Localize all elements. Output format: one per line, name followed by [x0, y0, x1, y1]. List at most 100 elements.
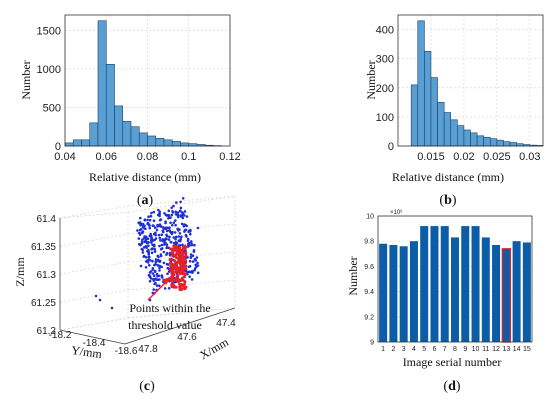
panel-c-threshold-point — [183, 244, 187, 248]
panel-c-zgrid — [59, 205, 129, 219]
panel-c-point — [165, 244, 169, 247]
panel-c-point — [153, 243, 156, 247]
panel-c-threshold-point — [178, 288, 182, 292]
panel-c-point — [165, 233, 168, 237]
panel-c-point — [165, 246, 168, 250]
panel-c-point — [188, 275, 191, 279]
panel-c-point — [149, 214, 153, 218]
panel-c-point — [152, 210, 156, 214]
panel-a-bar — [130, 126, 140, 147]
panel-c-point — [144, 266, 148, 269]
panel-d-axes-frame — [377, 215, 533, 343]
panel-c-threshold-point — [178, 256, 182, 260]
panel-c-point — [168, 226, 171, 229]
panel-c-point — [196, 226, 200, 230]
panel-d-bar — [450, 237, 460, 342]
panel-c-threshold-point — [171, 278, 175, 282]
panel-b-bar — [463, 129, 471, 147]
panel-c-point — [185, 215, 189, 218]
panel-c-zlabel: Z/mm — [13, 257, 27, 287]
panel-c-threshold-point — [181, 262, 185, 266]
panel-c-point — [194, 259, 198, 262]
panel-c-point — [139, 243, 142, 247]
panel-c-threshold-point — [181, 272, 185, 276]
panel-c-point — [98, 298, 102, 302]
panel-d-bar — [409, 241, 418, 342]
panel-b-bar — [483, 136, 491, 147]
panel-c-threshold-point — [177, 259, 181, 263]
panel-c-ztick-label: 61.35 — [31, 242, 56, 253]
panel-c-point — [189, 232, 192, 236]
panel-c-point — [176, 228, 180, 232]
panel-c-label: (c) — [139, 379, 155, 394]
panel-b-ytick-label: 0 — [388, 141, 394, 153]
panel-c-threshold-point — [173, 259, 177, 263]
panel-c-point — [187, 245, 190, 248]
panel-b-xtick-label: 0.02 — [453, 151, 474, 163]
panel-c-point — [188, 259, 192, 263]
panel-c-threshold-point — [170, 267, 174, 271]
panel-c-point — [174, 223, 177, 227]
panel-c-point — [144, 255, 148, 259]
panel-c-point — [150, 211, 153, 215]
panel-c-point — [193, 243, 196, 247]
panel-c-zgrid — [127, 223, 236, 235]
panel-c-point — [145, 241, 149, 244]
panel-c-point — [180, 211, 184, 214]
panel-c-ylabel: Y/mm — [70, 343, 103, 361]
panel-c-xlabel: X/mm — [197, 334, 231, 362]
panel-c-threshold-point — [180, 251, 184, 254]
panel-b-bar — [503, 141, 511, 147]
panel-c-point — [151, 268, 155, 271]
panel-a-bar — [147, 135, 157, 147]
panel-c-threshold-point — [184, 251, 188, 255]
panel-c-point — [110, 306, 114, 310]
panel-c-point — [164, 213, 168, 217]
panel-c-point — [168, 235, 171, 239]
panel-c-point — [148, 218, 152, 222]
panel-c-point — [160, 265, 163, 269]
panel-c-point — [146, 218, 149, 222]
panel-c-point — [179, 239, 182, 243]
panel-c-point — [148, 226, 151, 230]
panel-c-ytick-label: -18.2 — [49, 330, 72, 341]
panel-d-xtick-label: 3 — [402, 346, 406, 353]
panel-d-xtick-label: 12 — [492, 346, 500, 353]
panel-b-xlabel: Relative distance (mm) — [392, 170, 504, 184]
panel-c-point — [178, 232, 182, 235]
panel-c-point — [150, 251, 154, 254]
panel-c-point — [183, 210, 187, 213]
panel-d-ytick-label: 9 — [370, 340, 374, 347]
panel-c-point — [162, 227, 165, 230]
panel-c-ztick-label: 61.25 — [31, 298, 56, 309]
panel-b-label: (b) — [439, 193, 456, 208]
panel-a-bar — [97, 20, 107, 147]
panel-c-point — [171, 230, 174, 234]
panel-c-point — [137, 237, 141, 240]
panel-c-point — [150, 241, 153, 244]
panel-c-point — [179, 200, 182, 204]
panel-d-xtick-label: 11 — [482, 346, 489, 353]
panel-c-point — [190, 269, 194, 273]
panel-a-ytick-label: 0 — [55, 141, 61, 153]
panel-d-bar — [522, 242, 531, 342]
panel-a-xtick-label: 0.08 — [137, 151, 158, 163]
panel-c-point — [141, 226, 145, 229]
panel-d-scale-note: ×10⁶ — [390, 209, 403, 216]
panel-c-point — [147, 258, 151, 261]
panel-c-point — [179, 237, 182, 241]
panel-c-threshold-point — [176, 278, 180, 282]
panel-c-point — [139, 216, 142, 220]
panel-c-point — [147, 215, 150, 218]
panel-c-point — [151, 247, 154, 250]
panel-a-ytick-label: 1000 — [37, 64, 61, 76]
panel-d-xlabel: Image serial number — [403, 355, 502, 369]
panel-c-point — [171, 224, 174, 227]
panel-c-point — [183, 223, 186, 226]
panel-d-xtick-label: 10 — [472, 346, 480, 353]
panel-c-threshold-point — [171, 248, 175, 252]
panel-d-bar — [471, 226, 480, 342]
panel-d-bar — [440, 226, 449, 342]
panel-c-point — [176, 211, 180, 214]
panel-c-threshold-point — [180, 256, 184, 259]
